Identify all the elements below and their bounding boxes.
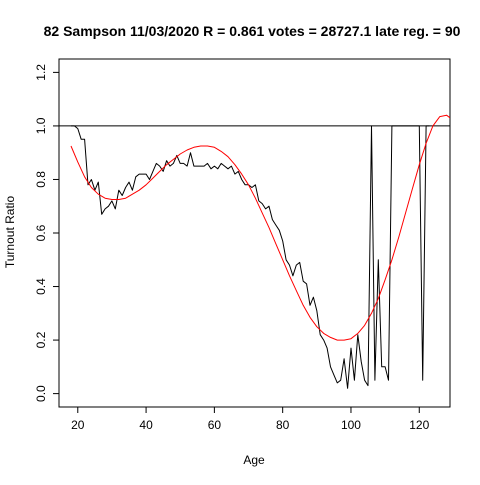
x-tick-label: 60	[208, 418, 222, 432]
x-tick-label: 120	[409, 418, 429, 432]
x-tick-label: 40	[139, 418, 153, 432]
y-tick-label: 1.2	[34, 64, 48, 81]
plot-area: 20 40 60 80 100 120 0.0 0.2 0.4 0.6 0.8 1.0 1.2	[34, 58, 451, 432]
y-tick-label: 1.0	[34, 117, 48, 134]
y-axis-label: Turnout Ratio	[3, 196, 17, 269]
series-line-observed	[71, 125, 430, 389]
x-axis-label: Age	[243, 453, 265, 467]
x-tick-label: 80	[276, 418, 290, 432]
chart-title: 82 Sampson 11/03/2020 R = 0.861 votes = …	[44, 23, 461, 39]
y-tick-label: 0.0	[34, 385, 48, 402]
y-tick-label: 0.2	[34, 331, 48, 348]
y-tick-label: 0.4	[34, 278, 48, 295]
y-tick-label: 0.8	[34, 171, 48, 188]
x-tick-label: 20	[71, 418, 85, 432]
x-tick-label: 100	[341, 418, 361, 432]
y-tick-label: 0.6	[34, 224, 48, 241]
series-line-fitted	[70, 114, 450, 341]
